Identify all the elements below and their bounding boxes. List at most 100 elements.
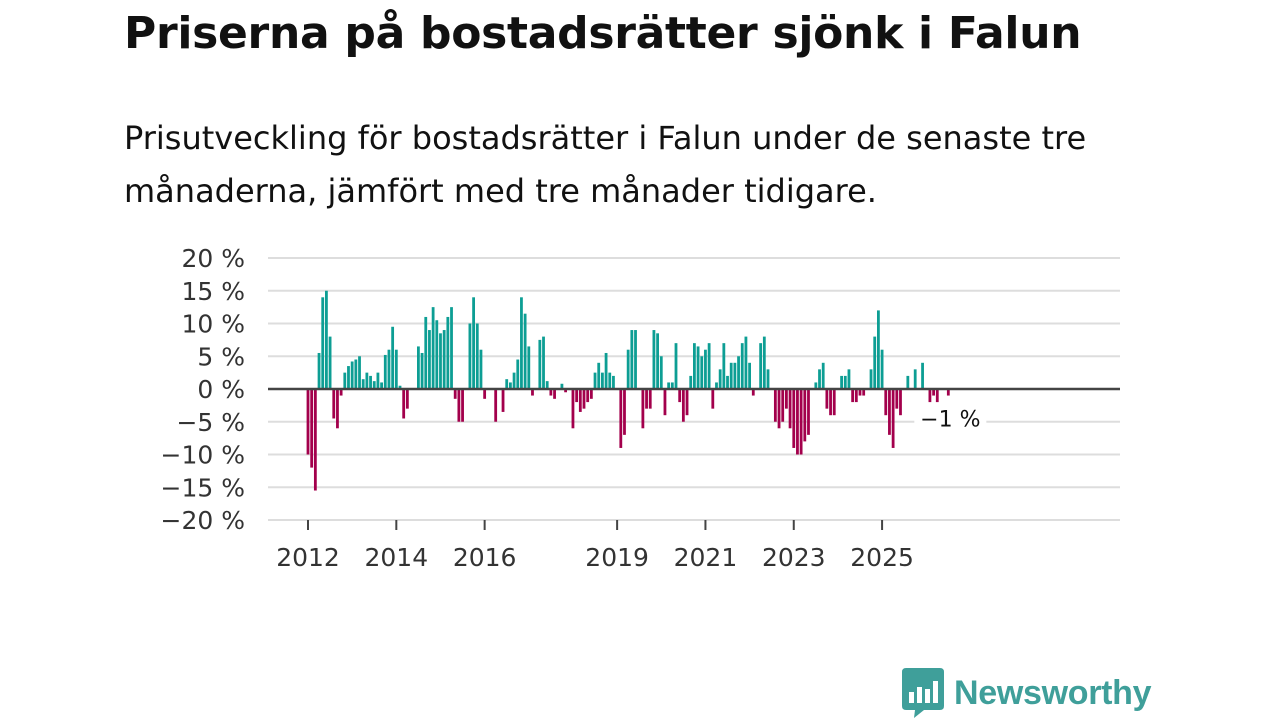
bar: [718, 369, 722, 389]
bar: [332, 389, 336, 419]
y-tick-label: −5 %: [176, 408, 245, 437]
bar: [762, 336, 766, 389]
bar: [873, 336, 877, 389]
y-tick-label: −20 %: [161, 506, 245, 535]
bar: [888, 389, 891, 435]
bar: [700, 356, 704, 389]
bar: [439, 333, 442, 389]
bar: [383, 354, 387, 389]
bar: [704, 349, 707, 389]
bar: [372, 381, 376, 389]
bar: [494, 389, 498, 422]
bar: [328, 336, 332, 389]
bar: [832, 389, 836, 416]
bar: [435, 320, 439, 389]
bar: [829, 389, 832, 416]
bar: [420, 352, 424, 389]
bar: [667, 382, 671, 389]
bar: [612, 375, 615, 389]
bar: [376, 372, 380, 390]
bar: [946, 389, 950, 396]
bar: [601, 372, 604, 390]
bar: [928, 389, 932, 403]
bar: [608, 372, 612, 390]
bar: [358, 356, 361, 389]
bar: [619, 389, 623, 448]
bar: [726, 375, 729, 389]
bar: [428, 330, 431, 389]
bar: [387, 349, 391, 389]
annotation-background: [914, 403, 987, 434]
bar: [479, 349, 483, 389]
bar: [674, 343, 678, 389]
bar: [751, 389, 755, 396]
bar: [446, 316, 450, 389]
bar: [648, 389, 652, 409]
bar-chart: 20 % 15 % 10 % 5 % 0 % −5 % −10 % −15 % −20 % 20…: [161, 244, 1120, 572]
bar: [361, 379, 365, 389]
y-tick-label: 20 %: [181, 244, 245, 273]
bar: [843, 375, 847, 389]
bar: [604, 352, 608, 389]
bar: [626, 349, 630, 389]
bar: [773, 389, 777, 422]
x-tick-label: 2012: [276, 543, 340, 572]
bar: [516, 359, 520, 389]
bar: [645, 389, 648, 409]
bar: [630, 330, 634, 389]
bar: [854, 389, 858, 403]
bar: [306, 389, 310, 455]
bar: [877, 310, 880, 389]
bar: [483, 389, 487, 399]
bar: [681, 389, 685, 422]
x-tick-label: 2016: [453, 543, 517, 572]
bar: [317, 352, 321, 389]
bar: [792, 389, 796, 448]
y-tick-label: −15 %: [161, 473, 245, 502]
bar: [365, 372, 369, 390]
last-value-label: −1 %: [920, 408, 980, 433]
bar: [545, 381, 549, 389]
bar: [461, 389, 464, 422]
bar: [825, 389, 829, 409]
bar: [538, 339, 542, 390]
bar: [527, 346, 531, 389]
bar: [678, 389, 682, 403]
bar: [652, 330, 656, 389]
annotation: −1 %: [914, 403, 987, 434]
bar: [564, 389, 567, 393]
bar: [634, 330, 637, 389]
bar: [325, 290, 328, 389]
bar: [869, 369, 873, 389]
bar: [593, 372, 597, 390]
bar: [475, 323, 479, 389]
bar: [891, 389, 895, 448]
bar: [880, 349, 884, 389]
bar: [505, 379, 509, 389]
bar: [818, 369, 821, 389]
bar: [641, 389, 645, 429]
bar: [663, 389, 667, 416]
bar: [542, 336, 545, 389]
bar: [597, 362, 601, 389]
bar: [391, 326, 395, 389]
bar: [402, 389, 406, 419]
newsworthy-logo: Newsworthy: [902, 668, 1152, 718]
y-tick-label: 5 %: [197, 342, 245, 371]
bar: [350, 361, 354, 389]
x-tick-label: 2023: [762, 543, 826, 572]
bar: [442, 330, 446, 389]
bar: [799, 389, 803, 455]
bar: [733, 362, 737, 389]
bar: [417, 346, 420, 389]
bar: [935, 389, 939, 403]
bar: [523, 313, 527, 389]
bar: [321, 297, 325, 389]
y-axis-labels: 20 % 15 % 10 % 5 % 0 % −5 % −10 % −15 % −20 %: [161, 244, 245, 535]
x-tick-label: 2021: [674, 543, 738, 572]
bar: [722, 343, 726, 389]
bar: [693, 343, 696, 389]
bar: [405, 389, 409, 409]
x-tick-label: 2014: [365, 543, 429, 572]
bar: [582, 389, 586, 409]
